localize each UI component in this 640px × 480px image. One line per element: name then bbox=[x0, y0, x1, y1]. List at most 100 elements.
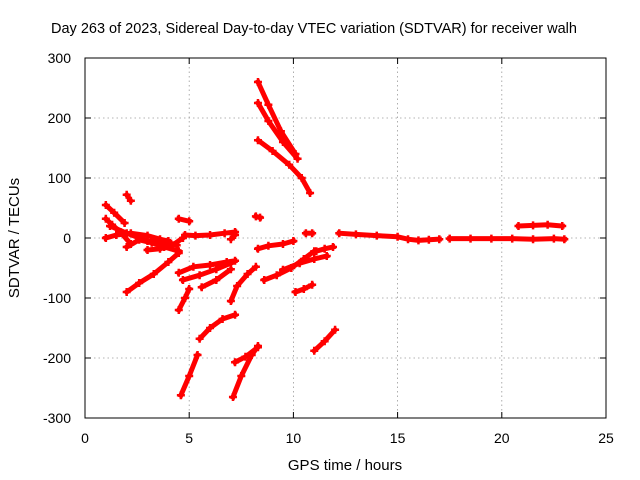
data-series bbox=[101, 78, 569, 401]
data-point bbox=[310, 346, 319, 355]
data-point bbox=[278, 240, 287, 248]
data-point bbox=[164, 258, 173, 266]
y-tick-label: 0 bbox=[63, 230, 71, 246]
series-arc-10 bbox=[181, 228, 240, 240]
data-point bbox=[189, 262, 198, 271]
series-arc-33 bbox=[445, 234, 569, 244]
data-point bbox=[393, 232, 402, 241]
data-point bbox=[289, 237, 298, 245]
y-axis-label: SDTVAR / TECUs bbox=[6, 178, 23, 298]
data-point bbox=[308, 229, 317, 238]
series-line bbox=[254, 237, 297, 252]
data-point bbox=[185, 217, 194, 226]
data-point bbox=[508, 234, 517, 243]
data-point bbox=[174, 306, 183, 314]
data-point bbox=[122, 229, 131, 238]
data-point bbox=[310, 255, 319, 263]
data-point bbox=[466, 234, 475, 243]
data-point bbox=[206, 231, 215, 239]
series-line bbox=[227, 263, 260, 305]
data-point bbox=[112, 231, 121, 239]
series-line bbox=[106, 222, 180, 249]
data-point bbox=[174, 214, 183, 223]
data-point bbox=[297, 174, 306, 182]
data-point bbox=[101, 234, 110, 242]
data-point bbox=[264, 241, 273, 250]
data-point bbox=[268, 147, 277, 155]
y-tick-label: -100 bbox=[43, 290, 71, 306]
data-point bbox=[231, 358, 240, 367]
x-tick-label: 0 bbox=[81, 430, 89, 446]
data-point bbox=[212, 265, 221, 274]
data-point bbox=[424, 235, 433, 244]
data-point bbox=[126, 196, 135, 205]
data-point bbox=[195, 334, 204, 343]
data-point bbox=[487, 234, 496, 243]
data-point bbox=[272, 271, 281, 280]
series-arc-9 bbox=[174, 214, 194, 226]
data-point bbox=[253, 343, 262, 352]
series-arc-28 bbox=[291, 280, 317, 296]
axis-ticks: 0 5 10 15 20 25 -300 -200 -100 0 100 200 300 bbox=[43, 50, 614, 446]
data-point bbox=[264, 117, 273, 125]
data-point bbox=[181, 231, 190, 239]
series-arc-24 bbox=[253, 99, 302, 163]
series-arc-14 bbox=[197, 265, 235, 292]
data-point bbox=[218, 315, 227, 323]
data-point bbox=[549, 234, 558, 243]
data-point bbox=[560, 235, 569, 244]
data-point bbox=[231, 310, 240, 319]
data-point bbox=[226, 235, 235, 244]
series-line bbox=[515, 222, 565, 229]
data-point bbox=[243, 270, 252, 278]
data-point bbox=[293, 154, 302, 163]
series-line bbox=[144, 234, 187, 253]
series-arc-18 bbox=[226, 262, 260, 305]
x-tick-label: 15 bbox=[390, 430, 406, 446]
series-arc-21 bbox=[251, 212, 265, 222]
data-point bbox=[414, 236, 423, 245]
data-point bbox=[320, 337, 329, 346]
y-tick-label: 300 bbox=[48, 50, 72, 66]
series-arc-16 bbox=[195, 310, 240, 343]
chart-title: Day 263 of 2023, Sidereal Day-to-day VTE… bbox=[51, 21, 577, 37]
data-point bbox=[206, 324, 215, 332]
series-line bbox=[254, 99, 302, 163]
data-point bbox=[231, 231, 240, 239]
series-arc-29 bbox=[301, 229, 317, 238]
x-axis-label: GPS time / hours bbox=[288, 457, 402, 474]
y-tick-label: -300 bbox=[43, 410, 71, 426]
data-point bbox=[122, 288, 131, 296]
data-point bbox=[558, 222, 567, 230]
data-point bbox=[120, 219, 129, 227]
data-point bbox=[101, 214, 110, 223]
data-point bbox=[308, 280, 317, 289]
data-point bbox=[110, 208, 119, 217]
data-point bbox=[241, 352, 250, 361]
series-line bbox=[254, 78, 299, 158]
data-point bbox=[264, 100, 273, 109]
data-point bbox=[143, 246, 152, 254]
data-point bbox=[322, 252, 331, 260]
data-point bbox=[253, 99, 262, 107]
data-point bbox=[228, 393, 237, 401]
y-tick-label: -200 bbox=[43, 350, 71, 366]
series-arc-5 bbox=[122, 190, 135, 205]
series-arc-22 bbox=[253, 237, 298, 253]
data-point bbox=[278, 138, 287, 146]
data-point bbox=[149, 270, 158, 278]
data-point bbox=[185, 285, 194, 293]
data-point bbox=[122, 190, 131, 199]
series-arc-2 bbox=[101, 201, 129, 227]
data-point bbox=[529, 235, 538, 244]
series-arc-25 bbox=[253, 136, 315, 197]
series-arc-34 bbox=[514, 220, 567, 230]
x-tick-label: 10 bbox=[286, 430, 302, 446]
data-point bbox=[197, 283, 206, 292]
data-point bbox=[168, 241, 177, 250]
data-point bbox=[193, 351, 202, 359]
x-tick-label: 5 bbox=[185, 430, 193, 446]
series-arc-27 bbox=[278, 252, 331, 274]
data-point bbox=[226, 297, 235, 305]
series-line bbox=[196, 311, 239, 343]
